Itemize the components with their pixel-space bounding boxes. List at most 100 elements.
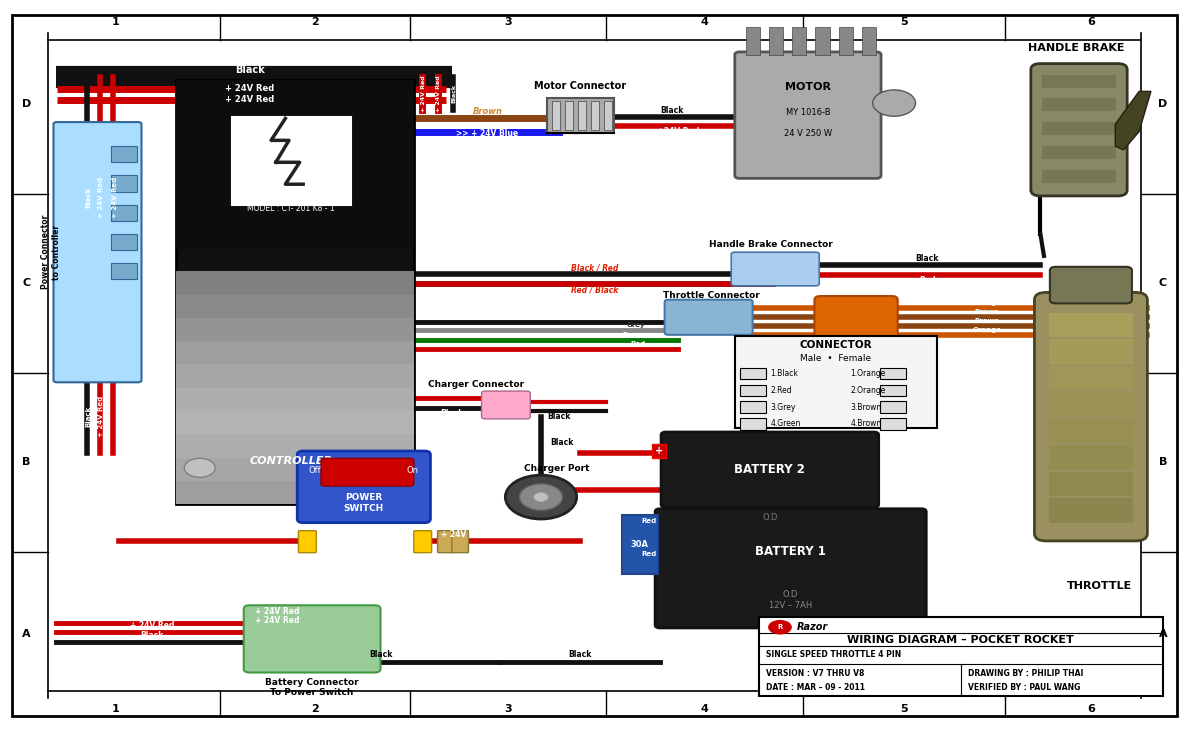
Text: O.D: O.D bbox=[762, 513, 778, 522]
Text: 3: 3 bbox=[504, 17, 512, 27]
Text: BATTERY 1: BATTERY 1 bbox=[755, 545, 826, 558]
Text: + 24V Red: + 24V Red bbox=[254, 616, 300, 625]
Bar bbox=[880, 401, 906, 413]
Text: Charger Connector: Charger Connector bbox=[428, 380, 523, 389]
Text: Black: Black bbox=[452, 84, 457, 103]
Text: A: A bbox=[21, 629, 31, 639]
Text: Red: Red bbox=[443, 388, 460, 397]
Text: 3.Grey: 3.Grey bbox=[770, 403, 795, 412]
Text: + 24V Red: + 24V Red bbox=[596, 477, 641, 486]
Bar bbox=[111, 146, 137, 162]
Text: + 24V Red: + 24V Red bbox=[590, 443, 635, 452]
Text: Black: Black bbox=[84, 406, 92, 428]
Circle shape bbox=[520, 484, 562, 510]
FancyBboxPatch shape bbox=[731, 252, 819, 286]
Bar bbox=[176, 387, 414, 411]
Text: 3.Brown: 3.Brown bbox=[850, 403, 881, 412]
Bar bbox=[740, 368, 766, 379]
Bar bbox=[652, 444, 666, 458]
Bar bbox=[604, 101, 612, 130]
Text: 2.Red: 2.Red bbox=[770, 386, 792, 395]
Text: CONTROLLER: CONTROLLER bbox=[250, 455, 333, 466]
Text: 4: 4 bbox=[700, 17, 709, 27]
Text: Black: Black bbox=[140, 631, 164, 640]
Text: MY 1016-B: MY 1016-B bbox=[786, 108, 830, 117]
Bar bbox=[838, 27, 853, 55]
Text: + 24V Red: + 24V Red bbox=[130, 621, 175, 630]
FancyBboxPatch shape bbox=[1034, 292, 1147, 541]
Text: C: C bbox=[1159, 279, 1166, 288]
Text: Orange: Orange bbox=[973, 327, 1001, 333]
FancyBboxPatch shape bbox=[661, 432, 879, 507]
Text: 4.Green: 4.Green bbox=[770, 420, 801, 428]
Text: Black: Black bbox=[547, 412, 571, 421]
Text: 4.Brown: 4.Brown bbox=[850, 420, 881, 428]
Bar bbox=[792, 27, 806, 55]
Text: Orange: Orange bbox=[973, 300, 1001, 306]
Bar bbox=[111, 234, 137, 250]
Bar bbox=[1042, 122, 1116, 135]
Bar bbox=[816, 27, 830, 55]
FancyBboxPatch shape bbox=[1050, 267, 1132, 303]
Bar bbox=[1049, 366, 1133, 390]
Text: Red: Red bbox=[630, 341, 646, 347]
Text: Black / Red: Black / Red bbox=[571, 264, 618, 273]
Bar bbox=[1049, 445, 1133, 469]
FancyBboxPatch shape bbox=[298, 531, 316, 553]
Text: B: B bbox=[1158, 458, 1168, 467]
Text: 1: 1 bbox=[112, 17, 120, 27]
Bar bbox=[176, 434, 414, 458]
Text: THROTTLE: THROTTLE bbox=[1068, 581, 1132, 591]
Bar bbox=[176, 365, 414, 387]
FancyBboxPatch shape bbox=[665, 300, 753, 335]
Text: Black: Black bbox=[551, 438, 574, 447]
Text: Green: Green bbox=[622, 332, 646, 338]
FancyBboxPatch shape bbox=[1031, 64, 1127, 196]
Circle shape bbox=[768, 620, 792, 635]
Bar bbox=[880, 368, 906, 379]
Bar bbox=[176, 411, 414, 434]
Text: B: B bbox=[21, 458, 31, 467]
Bar bbox=[565, 101, 573, 130]
Text: O.D
12V – 7AH: O.D 12V – 7AH bbox=[769, 591, 812, 610]
Text: + 24V Red: + 24V Red bbox=[225, 84, 275, 93]
Bar bbox=[1049, 339, 1133, 363]
Text: + 24V Red: + 24V Red bbox=[421, 75, 426, 112]
Text: D: D bbox=[21, 99, 31, 109]
Text: DRAWING BY : PHILIP THAI: DRAWING BY : PHILIP THAI bbox=[968, 670, 1083, 678]
Text: Black: Black bbox=[440, 409, 464, 418]
Text: 1.Orange: 1.Orange bbox=[850, 369, 886, 378]
Text: D: D bbox=[1158, 99, 1168, 109]
Bar bbox=[552, 101, 560, 130]
Text: DATE : MAR – 09 - 2011: DATE : MAR – 09 - 2011 bbox=[766, 683, 864, 692]
Bar bbox=[176, 481, 414, 504]
Text: Red: Red bbox=[642, 551, 656, 557]
Text: Charger Port: Charger Port bbox=[523, 464, 590, 473]
Text: Male  •  Female: Male • Female bbox=[800, 354, 872, 363]
Text: Brown: Brown bbox=[974, 309, 1000, 315]
Text: Black: Black bbox=[84, 186, 92, 208]
Text: Red: Red bbox=[642, 518, 656, 524]
Bar bbox=[1049, 313, 1133, 337]
Text: Battery Connector
To Power Switch: Battery Connector To Power Switch bbox=[265, 678, 359, 697]
FancyBboxPatch shape bbox=[655, 509, 926, 628]
Text: POWER
SWITCH: POWER SWITCH bbox=[344, 493, 384, 512]
Text: 1.Black: 1.Black bbox=[770, 369, 798, 378]
Bar bbox=[880, 385, 906, 396]
Text: Red: Red bbox=[919, 276, 936, 285]
Text: Black: Black bbox=[624, 314, 646, 319]
Bar bbox=[1042, 98, 1116, 111]
Bar bbox=[591, 101, 599, 130]
Circle shape bbox=[184, 458, 215, 477]
Text: + 24V Red: + 24V Red bbox=[189, 531, 234, 539]
Text: Brown: Brown bbox=[974, 318, 1000, 324]
Text: 2: 2 bbox=[312, 704, 319, 714]
Bar bbox=[622, 515, 658, 574]
Text: 2: 2 bbox=[312, 17, 319, 27]
Bar bbox=[880, 418, 906, 430]
Bar bbox=[111, 263, 137, 279]
Bar bbox=[176, 80, 414, 504]
Text: 3: 3 bbox=[504, 704, 512, 714]
Bar bbox=[578, 101, 586, 130]
Bar bbox=[176, 341, 414, 365]
